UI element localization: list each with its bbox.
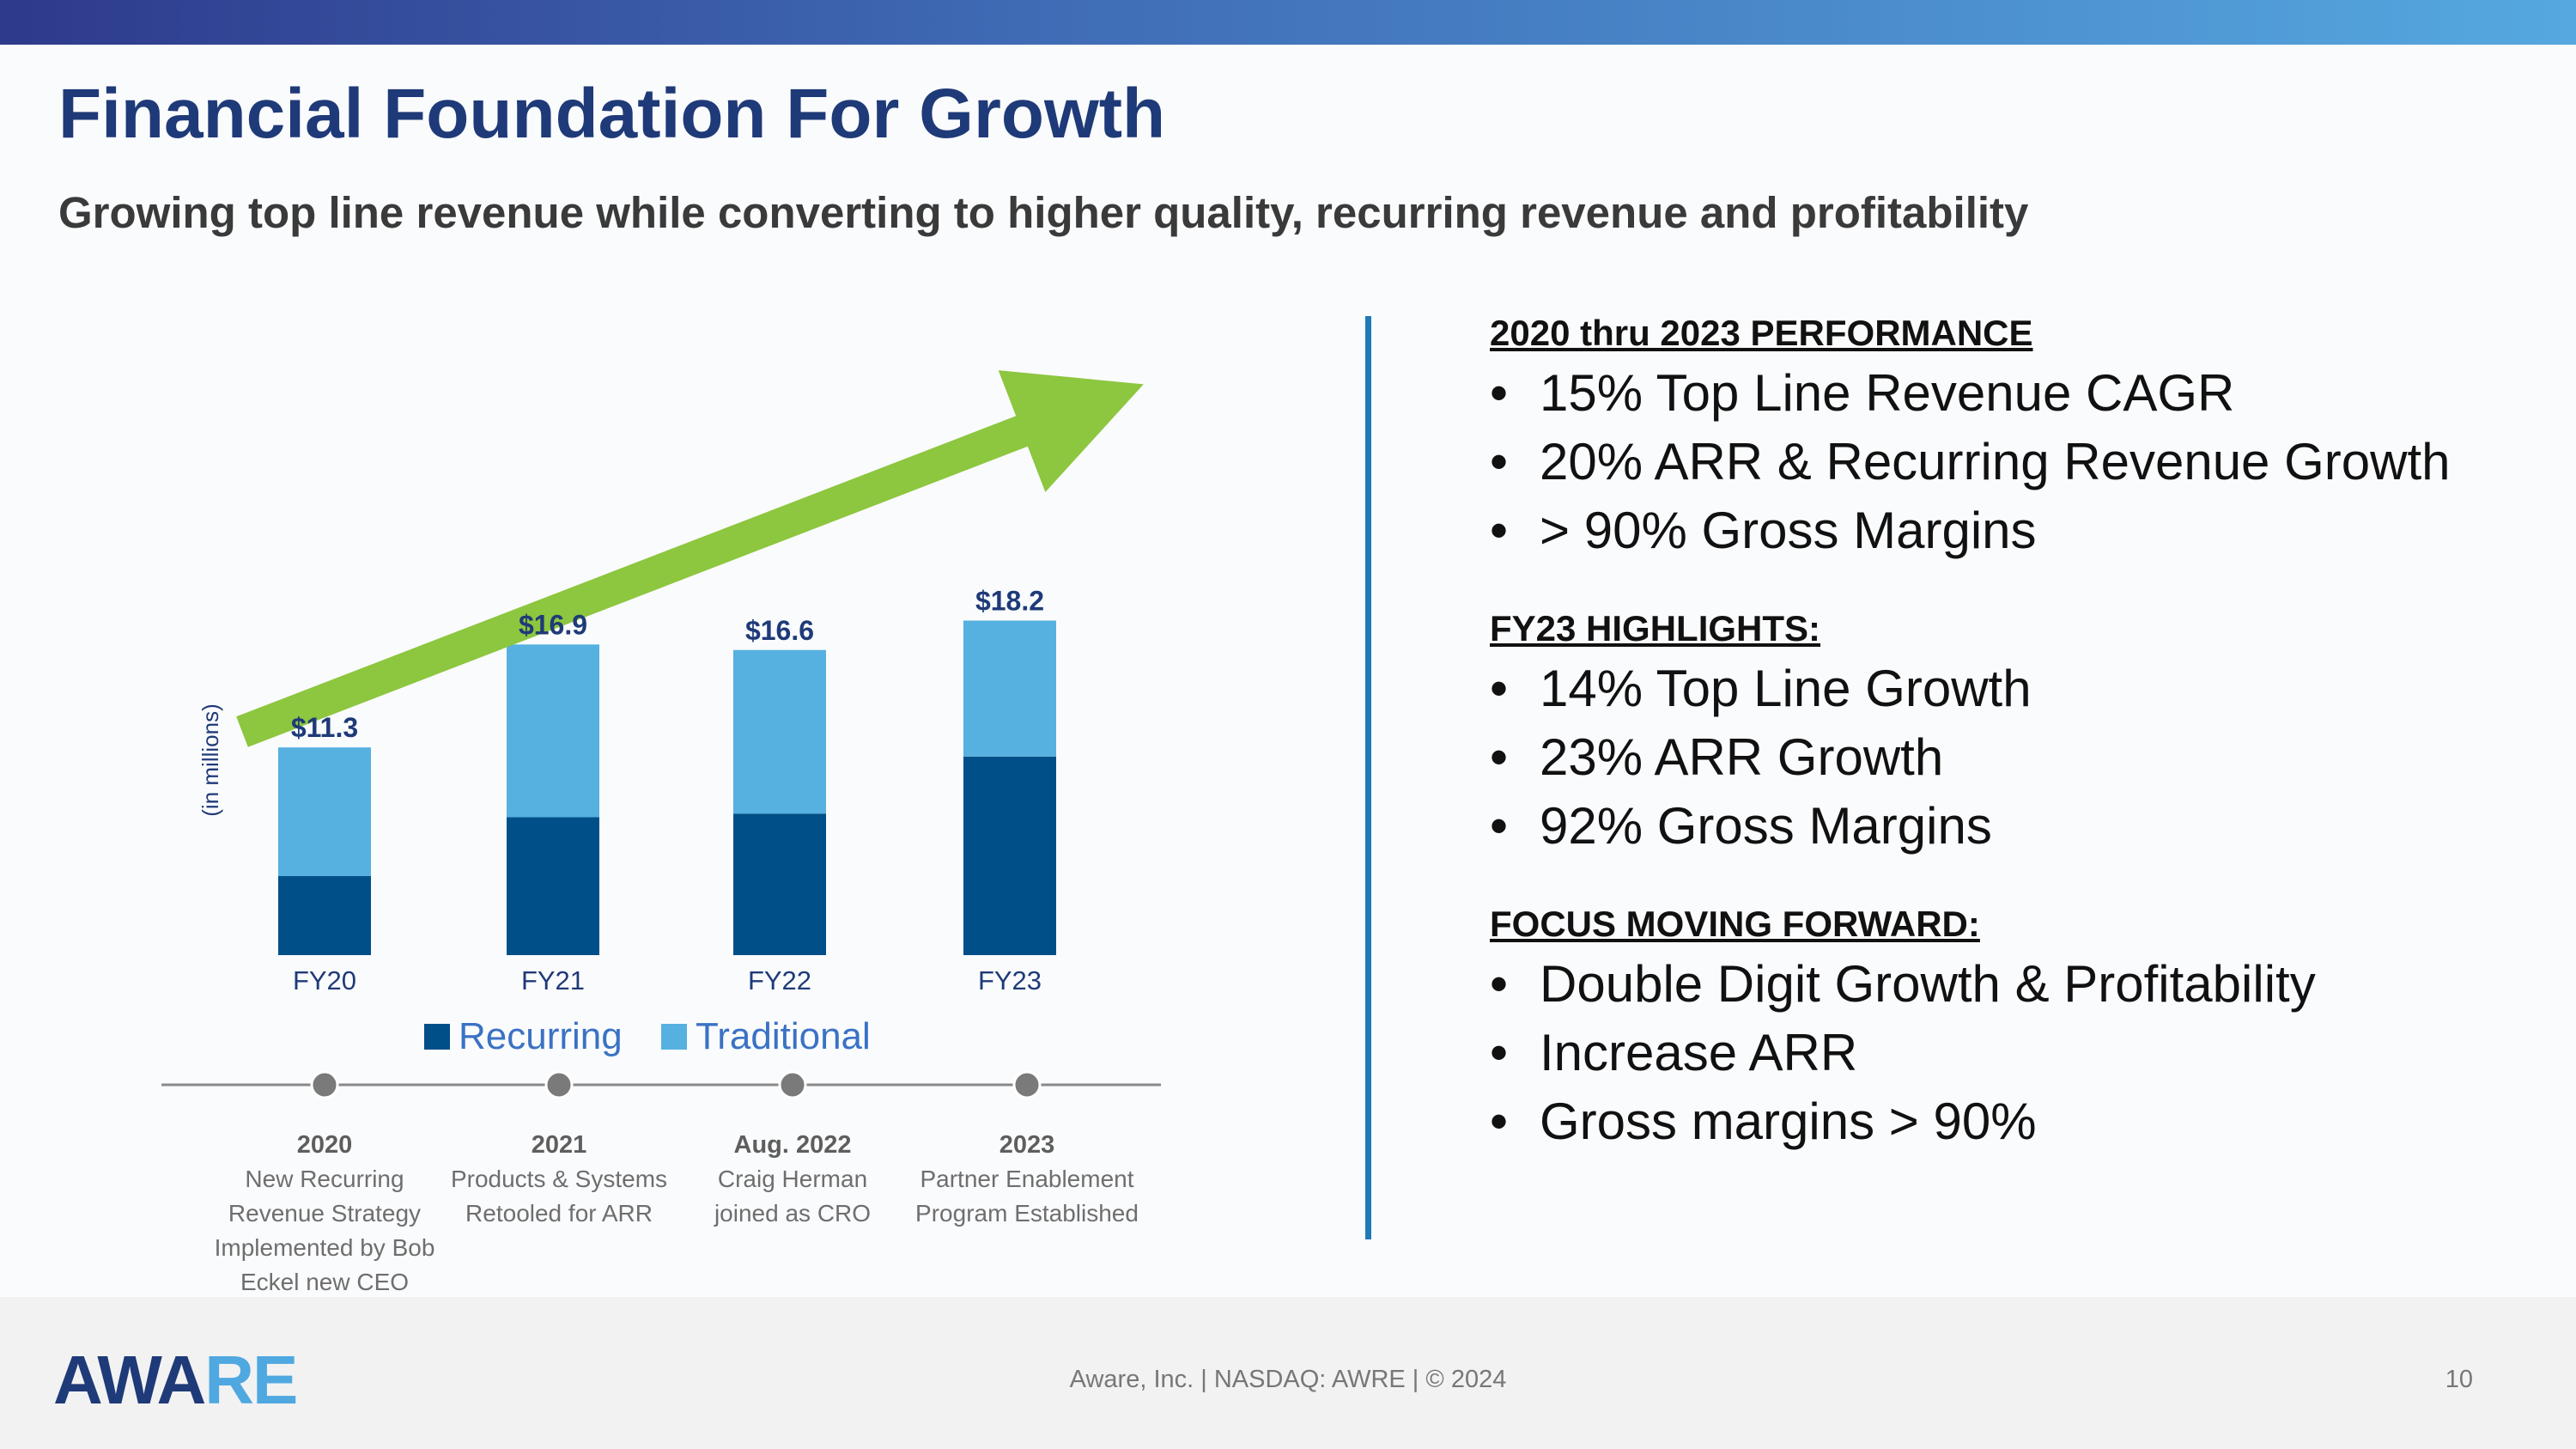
timeline-event-text: Program Established xyxy=(915,1200,1139,1227)
timeline-event-title: 2021 xyxy=(532,1131,587,1159)
list-item: 20% ARR & Recurring Revenue Growth xyxy=(1490,428,2537,496)
timeline-marker xyxy=(1012,1070,1042,1099)
logo-text-light: RE xyxy=(204,1349,296,1417)
timeline-event-title: 2023 xyxy=(999,1131,1055,1159)
logo-text-dark: AWA xyxy=(53,1349,204,1417)
bar-traditional-fy21 xyxy=(507,644,599,818)
bar-total-label: $18.2 xyxy=(975,586,1044,617)
svg-text:AWARE: AWARE xyxy=(53,1349,296,1417)
timeline-event-title: Aug. 2022 xyxy=(734,1131,852,1159)
aware-logo: AWARE xyxy=(53,1349,298,1417)
timeline-event-text: New Recurring xyxy=(245,1166,404,1192)
timeline-event-text: Partner Enablement xyxy=(920,1166,1133,1192)
timeline-event-text: Revenue Strategy xyxy=(228,1200,421,1227)
y-axis-label: (in millions) xyxy=(197,703,223,816)
bar-traditional-fy23 xyxy=(963,620,1056,757)
trend-arrow xyxy=(236,370,1144,747)
timeline-marker xyxy=(544,1070,574,1099)
x-tick-label: FY21 xyxy=(521,965,585,995)
x-tick-label: FY22 xyxy=(748,965,811,995)
vertical-divider xyxy=(1365,316,1371,1239)
top-gradient-bar xyxy=(0,0,2576,45)
revenue-chart: (in millions) $11.3 FY20 $16.9 FY21 $16.6 FY2… xyxy=(161,370,1161,1295)
legend-swatch-recurring xyxy=(424,1024,450,1050)
legend-label-recurring: Recurring xyxy=(459,1015,623,1057)
x-tick-label: FY23 xyxy=(978,965,1042,995)
page-number: 10 xyxy=(2445,1366,2473,1393)
bar-recurring-fy21 xyxy=(507,817,599,955)
page-subtitle: Growing top line revenue while convertin… xyxy=(58,188,2029,237)
bar-total-label: $16.6 xyxy=(745,615,814,646)
summary-panel: 2020 thru 2023 PERFORMANCE 15% Top Line … xyxy=(1490,307,2537,1194)
timeline-event-text: Implemented by Bob xyxy=(215,1234,435,1261)
list-item: 14% Top Line Growth xyxy=(1490,654,2537,723)
timeline-marker xyxy=(310,1070,339,1099)
bar-traditional-fy22 xyxy=(733,649,826,814)
performance-list: 15% Top Line Revenue CAGR 20% ARR & Recu… xyxy=(1490,359,2537,565)
highlights-heading: FY23 HIGHLIGHTS: xyxy=(1490,608,1821,648)
bar-recurring-fy20 xyxy=(278,875,371,955)
footer-text: Aware, Inc. | NASDAQ: AWRE | © 2024 xyxy=(1069,1366,1507,1393)
legend-swatch-traditional xyxy=(661,1024,687,1050)
bar-traditional-fy20 xyxy=(278,747,371,876)
chart-legend: Recurring Traditional xyxy=(424,1015,871,1057)
performance-heading: 2020 thru 2023 PERFORMANCE xyxy=(1490,313,2033,353)
timeline-event-text: Retooled for ARR xyxy=(465,1200,653,1227)
list-item: Double Digit Growth & Profitability xyxy=(1490,950,2537,1019)
bar-recurring-fy22 xyxy=(733,813,826,955)
timeline-marker xyxy=(778,1070,807,1099)
focus-list: Double Digit Growth & Profitability Incr… xyxy=(1490,950,2537,1156)
bar-total-label: $11.3 xyxy=(291,712,358,743)
list-item: Gross margins > 90% xyxy=(1490,1087,2537,1156)
footer xyxy=(0,1297,2576,1449)
highlights-list: 14% Top Line Growth 23% ARR Growth 92% G… xyxy=(1490,654,2537,861)
list-item: 15% Top Line Revenue CAGR xyxy=(1490,359,2537,428)
list-item: 23% ARR Growth xyxy=(1490,723,2537,792)
timeline-event-text: Craig Herman xyxy=(718,1166,867,1192)
timeline-event-title: 2020 xyxy=(297,1131,353,1159)
list-item: Increase ARR xyxy=(1490,1019,2537,1087)
list-item: 92% Gross Margins xyxy=(1490,792,2537,861)
focus-heading: FOCUS MOVING FORWARD: xyxy=(1490,904,1980,944)
x-tick-label: FY20 xyxy=(293,965,356,995)
bar-recurring-fy23 xyxy=(963,756,1056,955)
bar-total-label: $16.9 xyxy=(519,609,587,640)
legend-label-traditional: Traditional xyxy=(696,1015,871,1057)
page-title: Financial Foundation For Growth xyxy=(58,75,1166,153)
timeline-event-text: Eckel new CEO xyxy=(240,1269,409,1295)
timeline-event-text: joined as CRO xyxy=(714,1200,871,1227)
list-item: > 90% Gross Margins xyxy=(1490,496,2537,565)
timeline-event-text: Products & Systems xyxy=(451,1166,667,1192)
